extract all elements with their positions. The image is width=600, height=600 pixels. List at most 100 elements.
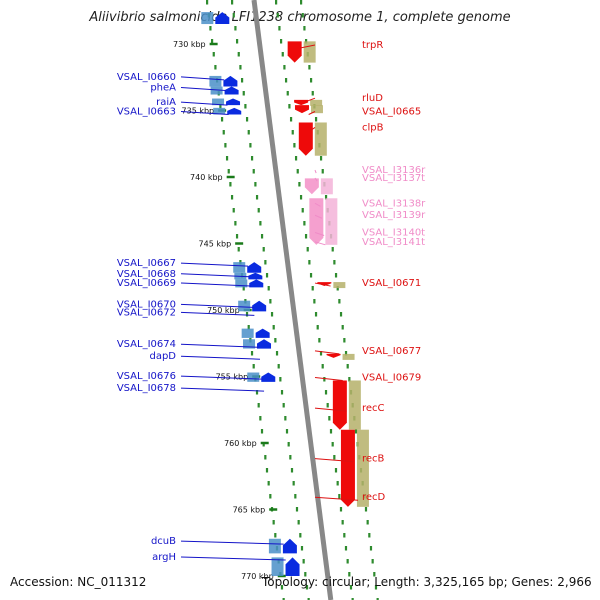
gene-label[interactable]: VSAL_I0674	[117, 339, 176, 350]
scale-tick-label: 740 kbp	[190, 173, 223, 182]
track-dot	[376, 598, 379, 600]
gene-feature-arrow	[332, 380, 347, 430]
gene-label[interactable]: dapD	[149, 351, 176, 362]
map-title: Aliivibrio salmonicida LFI1238 chromosom…	[89, 10, 511, 25]
rna-feature-arrow	[304, 178, 319, 195]
scale-tick-label: 765 kbp	[233, 506, 266, 515]
track-dot	[234, 221, 237, 226]
track-dot	[244, 104, 247, 109]
track-dot	[231, 0, 234, 5]
gene-label[interactable]: trpR	[362, 40, 383, 51]
track-dot	[265, 468, 269, 473]
gene-class-block	[348, 380, 361, 430]
track-dot	[346, 364, 349, 369]
scale-tick-label: 760 kbp	[224, 439, 257, 448]
track-dot	[279, 377, 282, 382]
track-dot	[339, 312, 343, 317]
track-dot	[305, 585, 309, 590]
gene-label[interactable]: raiA	[156, 97, 176, 108]
track-dot	[300, 546, 304, 551]
gene-label[interactable]: VSAL_I3138r	[362, 198, 426, 209]
gene-label[interactable]: recD	[362, 492, 386, 503]
track-dot	[234, 26, 237, 31]
gene-label[interactable]: VSAL_I0676	[117, 371, 176, 382]
gene-label[interactable]: VSAL_I0660	[117, 72, 176, 83]
gene-label[interactable]: VSAL_I0672	[117, 307, 176, 318]
gene-label[interactable]: VSAL_I3137t	[362, 173, 425, 184]
track-dot	[224, 143, 227, 148]
gene-label[interactable]: VSAL_I0678	[117, 383, 176, 394]
track-dot	[255, 195, 259, 200]
track-dot	[344, 546, 348, 551]
gene-label[interactable]: VSAL_I0670	[117, 299, 176, 310]
track-dot	[235, 39, 239, 44]
track-dot	[301, 13, 304, 18]
track-dot	[220, 117, 224, 122]
label-leader-line	[314, 376, 343, 381]
gene-label[interactable]: VSAL_I3141t	[362, 237, 425, 248]
track-dot	[276, 13, 279, 18]
gene-label[interactable]: VSAL_I0667	[117, 258, 176, 269]
gene-label[interactable]: VSAL_I3136r	[362, 165, 426, 176]
track-dot	[348, 377, 351, 382]
track-dot	[373, 572, 376, 577]
track-dot	[339, 507, 343, 512]
track-dot	[232, 208, 235, 213]
gene-label[interactable]: VSAL_I3140t	[362, 228, 425, 239]
track-dot	[290, 468, 294, 473]
track-dot	[267, 286, 270, 291]
backbone	[251, 0, 334, 600]
gene-feature-arrow	[215, 12, 230, 25]
track-dot	[309, 273, 313, 278]
label-leader-line	[180, 311, 255, 316]
track-dot	[319, 156, 323, 161]
label-leader-line	[180, 540, 284, 545]
label-leader-line	[314, 214, 323, 219]
gene-feature-arrow	[226, 98, 241, 106]
gene-label[interactable]: VSAL_I0665	[362, 106, 421, 117]
track-dot	[354, 429, 358, 434]
track-dot	[247, 130, 250, 135]
gene-class-block	[310, 99, 323, 106]
gene-label[interactable]: dcuB	[151, 536, 176, 547]
track-dot	[274, 533, 277, 538]
label-leader-line	[314, 202, 321, 207]
label-leader-line	[180, 387, 265, 392]
gene-label[interactable]: VSAL_I0671	[362, 278, 421, 289]
track-dot	[294, 156, 298, 161]
gene-label[interactable]: recC	[362, 403, 385, 414]
gene-label[interactable]: clpB	[362, 122, 384, 133]
gene-label[interactable]: pheA	[150, 83, 176, 94]
gene-label[interactable]: VSAL_I0668	[117, 269, 176, 280]
track-dot	[303, 26, 306, 31]
track-dot	[284, 416, 287, 421]
track-dot	[252, 169, 255, 174]
gene-label[interactable]: VSAL_I0669	[117, 278, 176, 289]
gene-label[interactable]: VSAL_I0679	[362, 372, 421, 383]
track-dot	[301, 208, 304, 213]
track-dot	[331, 247, 334, 252]
gene-feature-arrow	[285, 557, 300, 576]
gene-label[interactable]: argH	[152, 552, 176, 563]
label-leader-line	[306, 97, 316, 102]
track-dot	[318, 338, 321, 343]
track-dot	[351, 598, 354, 600]
track-dot	[308, 260, 311, 265]
track-dot	[323, 377, 326, 382]
track-dot	[283, 65, 286, 70]
gene-class-block	[314, 122, 327, 156]
gene-class-block	[303, 41, 316, 63]
track-dot	[259, 416, 262, 421]
gene-label[interactable]: recB	[362, 454, 385, 465]
gene-label[interactable]: VSAL_I0663	[117, 106, 176, 117]
label-leader-line	[314, 177, 318, 182]
track-dot	[348, 572, 351, 577]
gene-label[interactable]: rluD	[362, 93, 383, 104]
gene-class-block	[271, 557, 284, 576]
gene-class-block	[333, 282, 346, 289]
gene-class-block	[243, 339, 256, 349]
track-dot	[336, 481, 339, 486]
gene-label[interactable]: VSAL_I3139r	[362, 210, 426, 221]
gene-label[interactable]: VSAL_I0677	[362, 346, 421, 357]
track-dot	[374, 585, 378, 590]
